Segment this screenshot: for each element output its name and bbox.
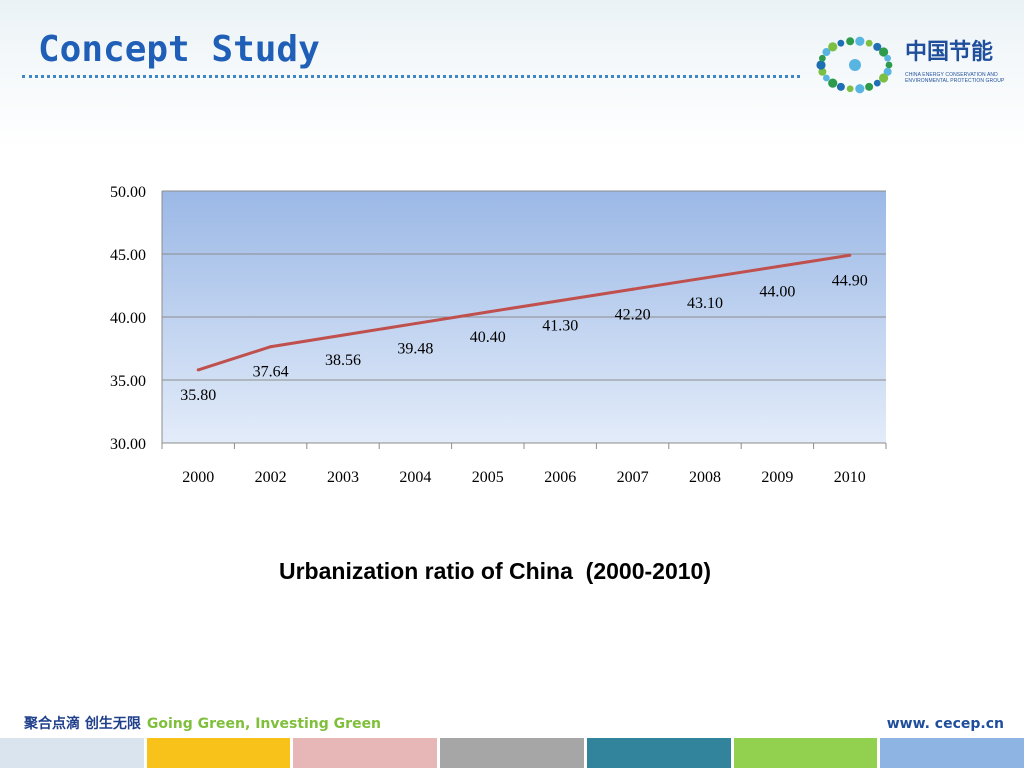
data-point [848,253,852,257]
logo-dot [837,39,845,47]
logo-dot [885,61,893,69]
color-bar-segment [0,738,144,768]
x-tick-label: 2000 [182,469,214,486]
y-tick-label: 40.00 [110,310,146,327]
slogan-english: Going Green, Investing Green [146,716,382,732]
data-point [413,322,417,326]
x-tick-label: 2003 [327,469,359,486]
x-tick-label: 2006 [544,469,576,486]
x-tick-label: 2008 [689,469,721,486]
data-label: 41.30 [542,318,578,335]
data-label: 39.48 [397,341,433,358]
logo-dot [836,82,845,91]
logo-dot [822,74,830,82]
color-bar-segment [440,738,584,768]
logo-dot [828,78,838,88]
logo-dot [879,73,889,83]
y-tick-label: 45.00 [110,247,146,264]
urbanization-chart: 30.00 35.00 40.00 45.00 50.00 2000 2002 2003 20… [110,184,887,486]
x-tick-label: 2002 [255,469,287,486]
logo-dot [846,37,855,46]
logo-dot [822,48,831,57]
title-divider [22,75,800,78]
data-label: 37.64 [253,364,289,381]
data-point [196,368,200,372]
data-point [486,310,490,314]
color-bar-segment [880,738,1024,768]
data-label: 42.20 [615,306,651,323]
logo-dot [865,82,874,91]
logo-dot [873,42,882,51]
x-tick-label: 2005 [472,469,504,486]
data-label: 44.90 [832,272,868,289]
data-point [341,333,345,337]
logo-dot [828,42,838,52]
logo-dot [855,36,865,46]
logo-dot [818,67,827,76]
logo-dot [818,54,826,62]
data-point [775,265,779,269]
x-tick-label: 2007 [617,469,649,486]
website-link[interactable]: www. cecep.cn [886,716,1004,732]
data-label: 40.40 [470,329,506,346]
y-tick-label: 35.00 [110,373,146,390]
logo-dot [884,54,892,62]
logo-ring-icon [816,36,893,94]
data-point [703,276,707,280]
data-label: 43.10 [687,295,723,312]
color-bar-segment [293,738,438,768]
logo-dot [849,59,861,71]
y-tick-label: 50.00 [110,184,146,201]
cecep-logo [816,36,893,94]
color-bar-segment [733,738,878,768]
y-tick-label: 30.00 [110,436,146,453]
slide-title: Concept Study [38,29,320,70]
logo-dot [855,84,865,94]
logo-dot [873,79,881,87]
logo-dot [879,47,889,57]
data-label: 44.00 [759,284,795,301]
x-tick-label: 2010 [834,469,866,486]
series-line [197,253,851,372]
data-point [558,299,562,303]
data-point [631,287,635,291]
color-bar-segment [586,738,731,768]
x-tick-label: 2004 [399,469,431,486]
logo-dot [846,85,854,93]
logo-dot [883,67,892,76]
slogan-chinese: 聚合点滴 创生无限 [24,716,141,732]
logo-subtitle: CHINA ENERGY CONSERVATION AND ENVIRONMEN… [905,72,1005,84]
logo-name: 中国节能 [905,40,994,65]
data-label: 35.80 [180,387,216,404]
data-label: 38.56 [325,352,361,369]
x-tick-label: 2009 [761,469,793,486]
footer-color-bar [0,738,1024,768]
footer-slogan: 聚合点滴 创生无限 Going Green, Investing Green [24,714,381,734]
logo-dot [816,60,826,70]
data-point [269,345,273,349]
chart-caption: Urbanization ratio of China (2000-2010) [279,558,711,584]
color-bar-segment [146,738,291,768]
logo-dot [865,39,873,47]
